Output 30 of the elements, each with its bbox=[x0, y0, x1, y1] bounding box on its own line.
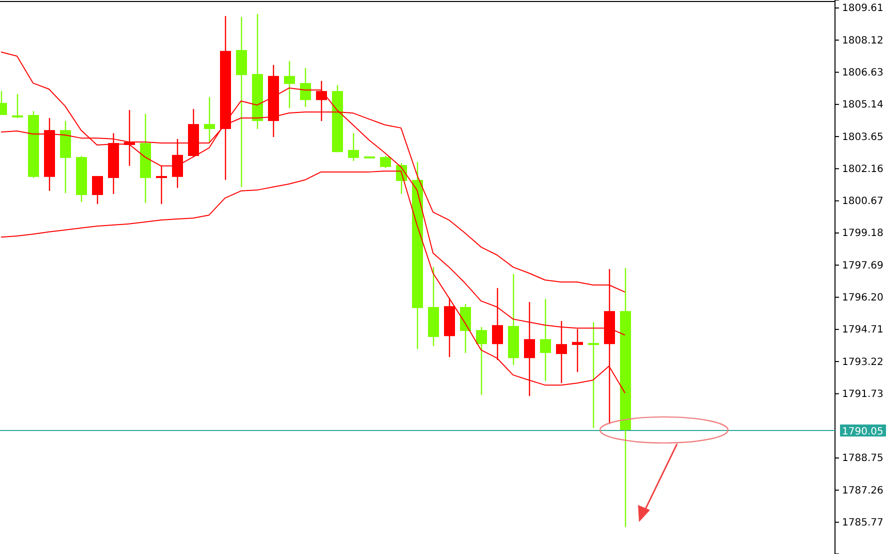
candlestick bbox=[284, 60, 295, 109]
y-tick-label: 1791.73 bbox=[842, 388, 884, 400]
candlestick bbox=[588, 321, 599, 429]
candlestick bbox=[476, 326, 487, 396]
y-tick-label: 1796.20 bbox=[842, 292, 884, 304]
candlestick bbox=[12, 93, 23, 119]
y-tick-label: 1788.75 bbox=[842, 453, 884, 464]
candlestick bbox=[380, 155, 391, 169]
y-tick-label: 1809.61 bbox=[842, 3, 884, 14]
candlestick bbox=[204, 96, 215, 143]
y-tick-label: 1797.69 bbox=[842, 260, 884, 272]
y-tick-label: 1806.63 bbox=[842, 67, 884, 78]
candlestick bbox=[92, 175, 103, 205]
y-tick-label: 1803.65 bbox=[842, 132, 884, 143]
ref-line-label: 1790.05 bbox=[842, 426, 884, 438]
candlestick bbox=[348, 132, 359, 162]
candlestick bbox=[460, 303, 471, 354]
y-tick-label: 1785.77 bbox=[842, 517, 884, 528]
y-tick-label: 1800.67 bbox=[842, 196, 884, 208]
y-tick-label: 1802.16 bbox=[842, 164, 884, 175]
candlestick bbox=[540, 298, 551, 382]
y-tick-label: 1808.12 bbox=[842, 35, 884, 46]
y-tick-label: 1799.18 bbox=[842, 228, 884, 240]
candlestick bbox=[300, 67, 311, 108]
y-tick-label: 1794.71 bbox=[842, 324, 884, 336]
candlestick bbox=[172, 138, 183, 189]
y-tick-label: 1805.14 bbox=[842, 100, 884, 111]
y-tick-label: 1793.22 bbox=[842, 356, 884, 368]
y-tick-label: 1787.26 bbox=[842, 485, 884, 496]
candlestick bbox=[156, 165, 167, 205]
